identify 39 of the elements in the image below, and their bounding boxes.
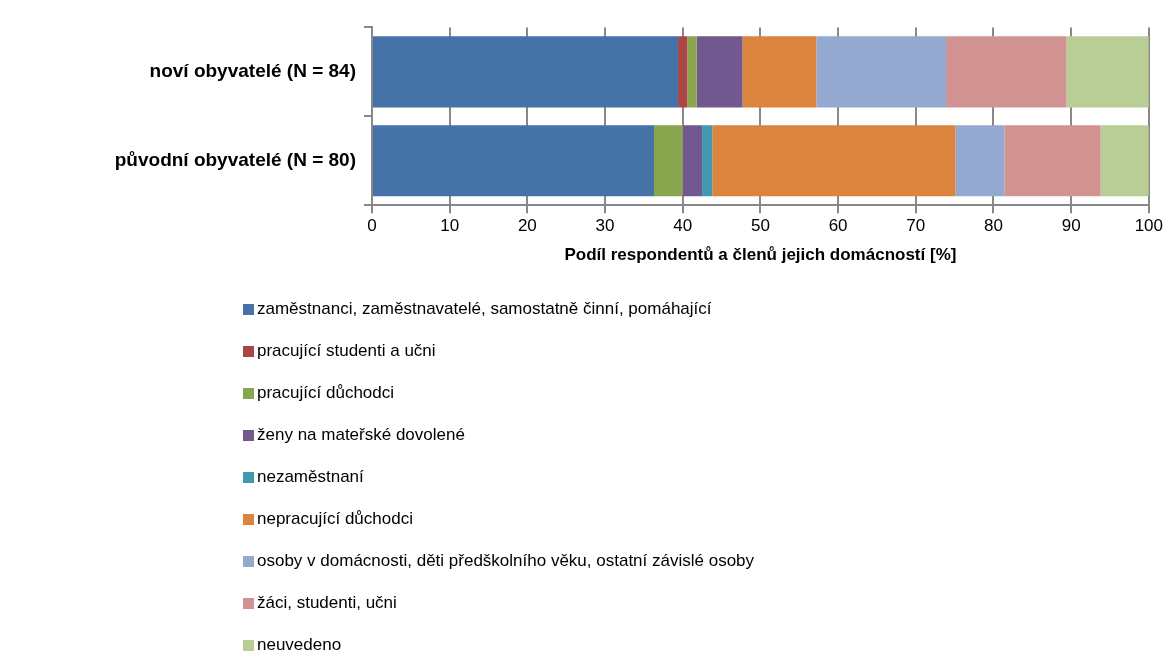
x-tick-label: 50 [750,216,770,236]
bar [955,125,1005,197]
bar [1004,125,1101,197]
bar [712,125,956,197]
legend-label: zaměstnanci, zaměstnavatelé, samostatně činní, pomáhající [257,298,712,320]
legend-label: nepracující důchodci [257,508,413,530]
bar [682,125,703,197]
bar [373,125,654,197]
legend-label: neuvedeno [257,634,342,656]
legend-label: žáci, studenti, učni [257,592,397,614]
legend-label: osoby v domácnosti, děti předškolního věku, ostatní závislé osoby [257,550,755,572]
x-tick-label: 0 [367,216,377,236]
x-tick-label: 100 [1134,216,1164,236]
x-axis-title: Podíl respondentů a členů jejich domácností [%] [564,245,957,265]
x-tick-label: 30 [595,216,615,236]
bar [1066,36,1149,108]
y-tick-label: noví obyvatelé (N = 84) [149,60,356,82]
bar [742,36,817,108]
x-tick-label: 80 [983,216,1003,236]
bar [702,125,713,197]
x-tick-label: 70 [906,216,926,236]
bar [1100,125,1149,197]
bar [373,36,679,108]
legend-label: pracující studenti a učni [257,340,436,362]
legend-label: ženy na mateřské dovolené [257,424,465,446]
x-tick-label: 40 [673,216,693,236]
bar [653,125,683,197]
legend-label: nezaměstnaní [257,466,364,488]
bar [696,36,743,108]
bar [678,36,688,108]
bar [946,36,1067,108]
x-tick-label: 10 [440,216,460,236]
x-tick-label: 20 [517,216,537,236]
y-tick-label: původní obyvatelé (N = 80) [114,148,356,170]
bar [687,36,697,108]
bar [816,36,947,108]
legend-label: pracující důchodci [257,382,395,404]
x-tick-label: 60 [828,216,848,236]
x-tick-label: 90 [1061,216,1081,236]
